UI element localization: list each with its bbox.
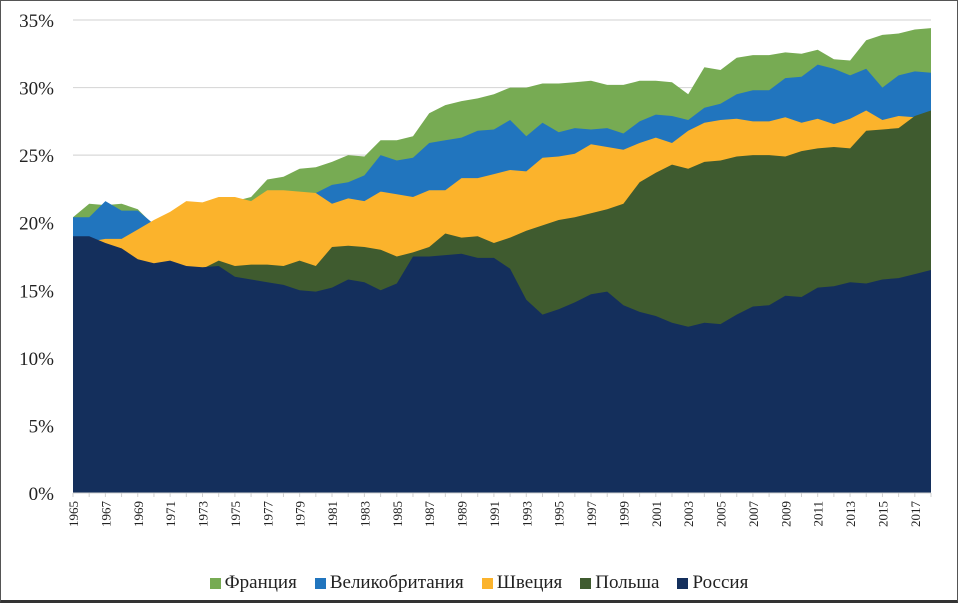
area-Россия — [73, 236, 931, 493]
x-tick-label: 1999 — [616, 501, 631, 527]
x-tick-label: 2003 — [681, 501, 696, 527]
x-tick-label: 1987 — [422, 501, 437, 528]
chart-legend: Франция Великобритания Швеция Польша Россия — [0, 572, 958, 594]
x-tick-label: 1993 — [519, 501, 534, 527]
x-tick-label: 1967 — [98, 501, 113, 528]
y-tick-label: 15% — [19, 281, 54, 302]
x-tick-label: 1995 — [552, 501, 567, 527]
x-tick-label: 2007 — [746, 501, 761, 528]
x-tick-label: 2013 — [843, 501, 858, 527]
legend-item: Швеция — [481, 572, 563, 594]
x-tick-label: 2017 — [908, 501, 923, 528]
legend-label: Польша — [595, 572, 660, 593]
legend-item: Великобритания — [314, 572, 464, 594]
legend-item: Польша — [580, 572, 659, 594]
x-tick-label: 1989 — [455, 501, 470, 527]
legend-swatch — [677, 577, 689, 589]
x-tick-label: 1991 — [487, 501, 502, 527]
x-tick-label: 2009 — [778, 501, 793, 527]
x-tick-label: 2011 — [811, 501, 826, 527]
x-tick-label: 2015 — [875, 501, 890, 527]
x-tick-label: 2005 — [714, 501, 729, 527]
legend-swatch — [314, 577, 326, 589]
x-tick-label: 1983 — [357, 501, 372, 527]
legend-swatch — [481, 577, 493, 589]
legend-swatch — [209, 577, 221, 589]
x-tick-label: 2001 — [649, 501, 664, 527]
x-tick-label: 1969 — [131, 501, 146, 527]
legend-label: Великобритания — [329, 572, 464, 593]
legend-swatch — [580, 577, 592, 589]
x-tick-label: 1997 — [584, 501, 599, 528]
legend-label: Швеция — [496, 572, 563, 593]
y-tick-label: 25% — [19, 146, 54, 167]
x-tick-label: 1981 — [325, 501, 340, 527]
x-tick-label: 1971 — [163, 501, 178, 527]
x-tick-label: 1973 — [196, 501, 211, 527]
y-tick-label: 10% — [19, 349, 54, 370]
legend-item: Франция — [209, 572, 297, 594]
x-tick-label: 1975 — [228, 501, 243, 527]
x-tick-label: 1979 — [293, 501, 308, 527]
y-tick-label: 20% — [19, 214, 54, 235]
x-tick-label: 1977 — [260, 501, 275, 528]
x-tick-label: 1985 — [390, 501, 405, 527]
legend-item: Россия — [677, 572, 748, 594]
y-tick-label: 35% — [19, 11, 54, 32]
y-tick-label: 30% — [19, 79, 54, 100]
legend-label: Россия — [692, 572, 749, 593]
y-tick-label: 0% — [29, 484, 55, 505]
y-tick-label: 5% — [29, 416, 55, 437]
x-tick-label: 1965 — [66, 501, 81, 527]
legend-label: Франция — [224, 572, 297, 593]
